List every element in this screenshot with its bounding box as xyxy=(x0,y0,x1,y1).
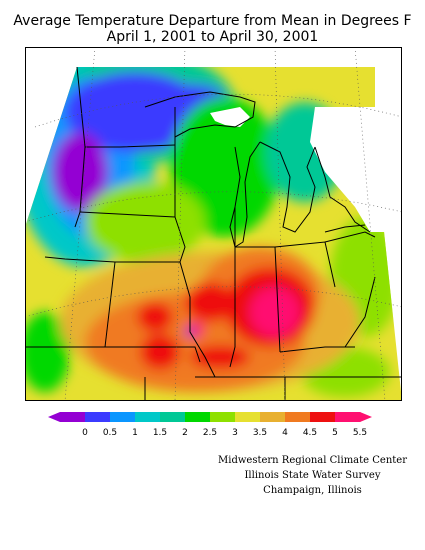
legend-swatch xyxy=(160,412,186,422)
legend-swatch xyxy=(185,412,211,422)
no-data-area xyxy=(210,107,250,127)
map-subtitle-date-range: April 1, 2001 to April 30, 2001 xyxy=(106,29,319,45)
legend-swatch xyxy=(135,412,161,422)
legend-label: 4.5 xyxy=(303,428,317,438)
map-border xyxy=(25,47,402,401)
temperature-departure-map xyxy=(25,47,402,401)
legend-label: 2.5 xyxy=(203,428,217,438)
legend-label: 1.5 xyxy=(153,428,167,438)
temperature-contour-fill xyxy=(25,67,402,401)
legend-tip-low xyxy=(48,412,60,422)
legend-label: 3 xyxy=(232,428,238,438)
legend-swatch xyxy=(110,412,136,422)
state-boundaries xyxy=(25,66,402,401)
legend-label: 3.5 xyxy=(253,428,267,438)
legend-label: 0.5 xyxy=(103,428,117,438)
legend-label: 4 xyxy=(282,428,288,438)
legend-swatch xyxy=(335,412,361,422)
legend-swatch xyxy=(85,412,111,422)
graticule-lines xyxy=(25,47,402,401)
legend-swatch xyxy=(310,412,336,422)
legend-label: 5 xyxy=(332,428,338,438)
legend-label: 2 xyxy=(182,428,188,438)
legend-swatch xyxy=(60,412,86,422)
legend-label: 5.5 xyxy=(353,428,367,438)
credit-survey-name: Illinois State Water Survey xyxy=(244,470,381,481)
credit-location: Champaign, Illinois xyxy=(263,485,362,496)
legend-tip-high xyxy=(360,412,372,422)
map-title: Average Temperature Departure from Mean … xyxy=(13,13,412,29)
legend-label: 1 xyxy=(132,428,138,438)
legend-swatch xyxy=(235,412,261,422)
legend-swatch xyxy=(285,412,311,422)
great-lakes-shorelines xyxy=(144,91,371,248)
legend-label: 0 xyxy=(82,428,88,438)
legend-swatch xyxy=(210,412,236,422)
legend-swatch xyxy=(260,412,286,422)
outside-region-area xyxy=(310,107,402,232)
credit-center-name: Midwestern Regional Climate Center xyxy=(218,455,407,466)
color-scale-legend: 0 0.5 1 1.5 2 2.5 3 3.5 4 4.5 5 5.5 xyxy=(48,412,372,438)
